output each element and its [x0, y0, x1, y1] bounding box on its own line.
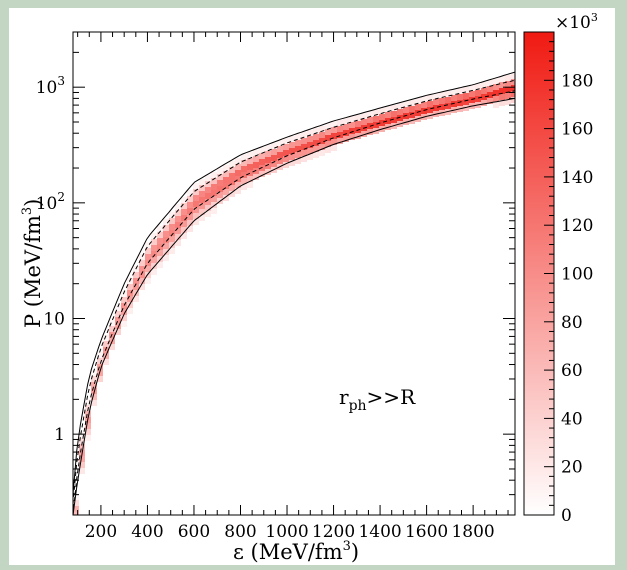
- x-tick-label: 1200: [312, 522, 355, 542]
- outer-lower-curve: [73, 97, 515, 515]
- colorbar-tick-label: 180: [561, 71, 593, 91]
- eos-density-chart: 200 400 600 800 1000 1200 1400 1600 1800 1101021…: [20, 11, 598, 564]
- inner-lower-curve: [73, 90, 515, 515]
- band-contours: [73, 71, 515, 515]
- x-tick-label: 600: [178, 522, 210, 542]
- x-tick-label: 200: [85, 522, 117, 542]
- y-tick-label: 1: [54, 425, 65, 445]
- x-tick-label: 400: [131, 522, 163, 542]
- y-tick-label: 103: [36, 74, 65, 98]
- x-tick-label: 1000: [265, 522, 308, 542]
- colorbar-tick-label: 0: [561, 506, 572, 526]
- colorbar-tick-label: 40: [561, 409, 583, 429]
- y-tick-label: 10: [43, 309, 65, 329]
- x-tick-label: 1600: [405, 522, 448, 542]
- outer-upper-curve: [73, 71, 515, 495]
- colorbar-tick-label: 100: [561, 265, 593, 285]
- x-axis-title: ε (MeV/fm3): [233, 539, 359, 564]
- colorbar-multiplier: ×103: [555, 11, 598, 33]
- colorbar-tick-label: 120: [561, 216, 593, 236]
- x-tick-label: 800: [224, 522, 256, 542]
- figure-frame: 200 400 600 800 1000 1200 1400 1600 1800 1 10 102 1…: [9, 8, 615, 565]
- colorbar-tick-label: 60: [561, 361, 583, 381]
- colorbar: 0 20 40 60 80 100 120 140 160 180 ×103: [523, 11, 598, 526]
- inner-upper-curve: [73, 79, 515, 504]
- y-axis: 1 10 102 103: [36, 31, 515, 516]
- y-tick-label: 102: [36, 190, 65, 214]
- x-tick-label: 1400: [358, 522, 401, 542]
- colorbar-ticks: 0 20 40 60 80 100 120 140 160 180: [544, 31, 593, 526]
- colorbar-tick-label: 160: [561, 120, 593, 140]
- x-tick-label: 1800: [451, 522, 494, 542]
- colorbar-tick-label: 140: [561, 168, 593, 188]
- colorbar-tick-label: 20: [561, 458, 583, 478]
- y-axis-title: P (MeV/fm3): [20, 199, 45, 328]
- plot-frame: [72, 31, 516, 516]
- annotation-label: rph>>R: [339, 385, 416, 414]
- colorbar-tick-label: 80: [561, 313, 583, 333]
- x-axis: 200 400 600 800 1000 1200 1400 1600 1800: [77, 32, 509, 542]
